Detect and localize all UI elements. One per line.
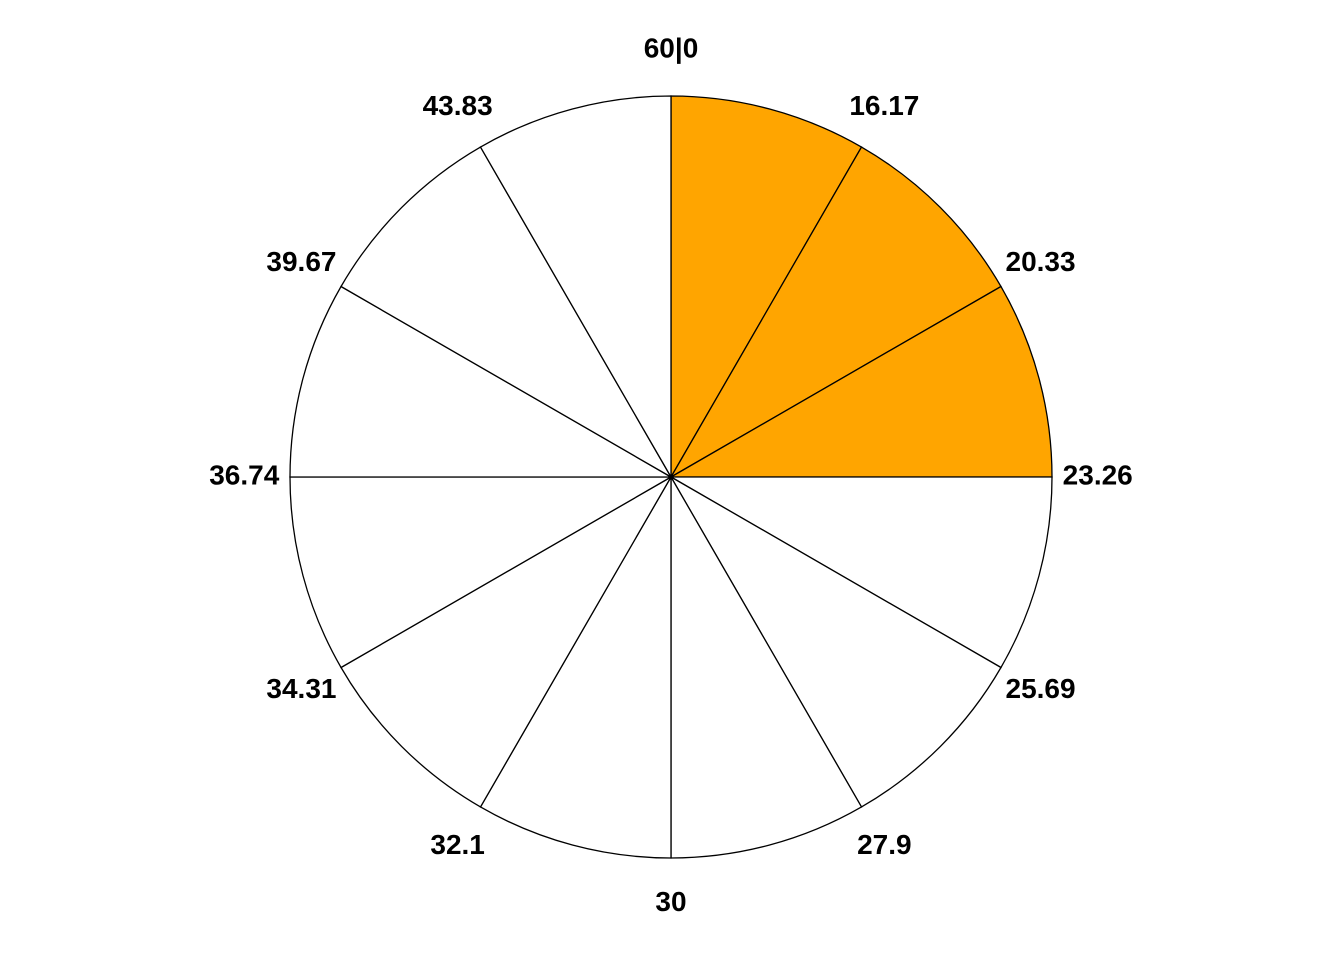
boundary-label: 39.67 <box>266 246 336 277</box>
boundary-label: 16.17 <box>849 90 919 121</box>
slice <box>668 285 1053 478</box>
boundary-label: 36.74 <box>209 459 279 490</box>
slice <box>670 95 863 480</box>
slice <box>670 474 863 859</box>
slice <box>669 146 1002 479</box>
slice <box>340 475 673 808</box>
slice <box>668 476 1053 669</box>
boundary-label: 20.33 <box>1006 246 1076 277</box>
boundary-label: 43.83 <box>423 90 493 121</box>
boundary-label: 34.31 <box>266 673 336 704</box>
boundary-label: 32.1 <box>430 829 485 860</box>
boundary-label: 30 <box>655 886 686 917</box>
slice <box>479 95 672 480</box>
slice <box>289 285 674 478</box>
slice <box>669 475 1002 808</box>
boundary-label: 60|0 <box>644 33 699 64</box>
slice <box>479 474 672 859</box>
boundary-label: 25.69 <box>1006 673 1076 704</box>
boundary-label: 27.9 <box>857 829 912 860</box>
boundary-label: 23.26 <box>1063 459 1133 490</box>
slice <box>340 146 673 479</box>
slice <box>289 476 674 669</box>
